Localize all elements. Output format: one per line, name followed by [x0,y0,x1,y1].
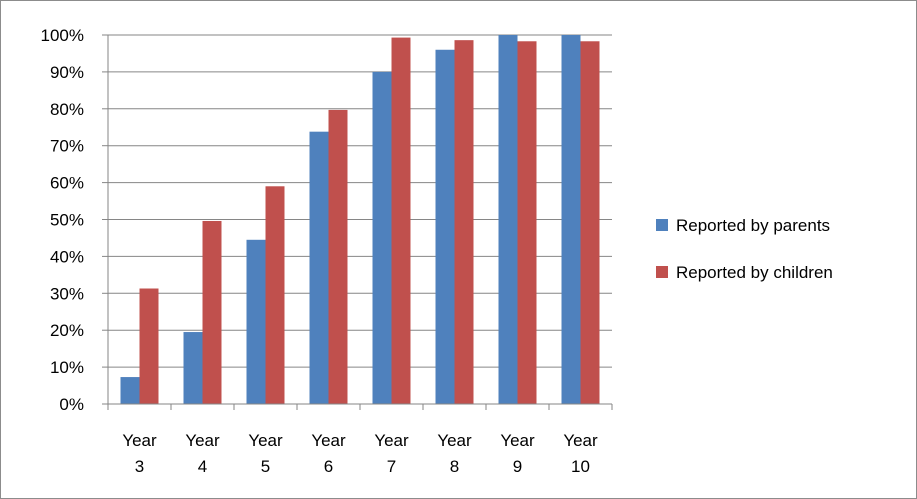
x-axis-labels: Year 3 Year 4 Year 5 Year 6 Year 7 Year 8 Year 9 Year 1… [122,431,598,476]
x-tick-label-line: Year [248,431,283,450]
x-tick-label-line: 7 [387,457,396,476]
x-tick-label-line: Year [311,431,346,450]
x-tick-label: Year 9 [500,431,535,476]
x-tick-label: Year 4 [185,431,220,476]
legend-swatch [656,219,668,231]
y-tick-label: 10% [50,358,84,377]
legend: Reported by parents Reported by children [656,216,833,282]
bar [561,35,581,404]
legend-label: Reported by children [676,263,833,282]
bar [372,71,392,405]
bar [246,239,266,404]
bar [517,41,537,404]
y-tick-label: 80% [50,100,84,119]
bar [183,332,203,404]
x-tick-label-line: 9 [513,457,522,476]
bar [580,41,600,404]
bar [120,377,140,404]
legend-label: Reported by parents [676,216,830,235]
x-tick-label-line: Year [437,431,472,450]
bar [498,35,518,404]
y-tick-label: 0% [59,395,84,414]
x-tick-label-line: Year [374,431,409,450]
x-tick-label-line: Year [185,431,220,450]
x-tick-label-line: 4 [198,457,207,476]
x-tick-label: Year 10 [563,431,598,476]
y-tick-label: 20% [50,321,84,340]
bars [120,35,600,405]
y-tick-label: 50% [50,211,84,230]
bar [139,288,159,404]
x-tick-label-line: 3 [135,457,144,476]
y-tick-label: 90% [50,63,84,82]
x-tick-label: Year 8 [437,431,472,476]
x-tick-label-line: Year [122,431,157,450]
bar [435,49,455,404]
x-tick-label: Year 3 [122,431,157,476]
bar [328,109,348,405]
x-tick-label-line: 6 [324,457,333,476]
bar [202,220,222,404]
x-tick-label: Year 7 [374,431,409,476]
x-tick-label-line: 8 [450,457,459,476]
bar [265,186,285,404]
y-tick-label: 70% [50,137,84,156]
y-axis-labels: 0% 10% 20% 30% 40% 50% 60% 70% 80% 90% 100% [41,26,84,414]
y-tick-label: 40% [50,247,84,266]
y-tick-label: 60% [50,174,84,193]
bar [391,37,411,404]
axes [102,34,613,410]
x-tick-label: Year 5 [248,431,283,476]
x-tick-label-line: 5 [261,457,270,476]
y-tick-label: 30% [50,284,84,303]
x-tick-label-line: 10 [571,457,590,476]
x-tick-label-line: Year [500,431,535,450]
x-tick-label: Year 6 [311,431,346,476]
x-tick-label-line: Year [563,431,598,450]
legend-swatch [656,266,668,278]
bar [309,131,329,405]
bar [454,40,474,404]
y-tick-label: 100% [41,26,84,45]
